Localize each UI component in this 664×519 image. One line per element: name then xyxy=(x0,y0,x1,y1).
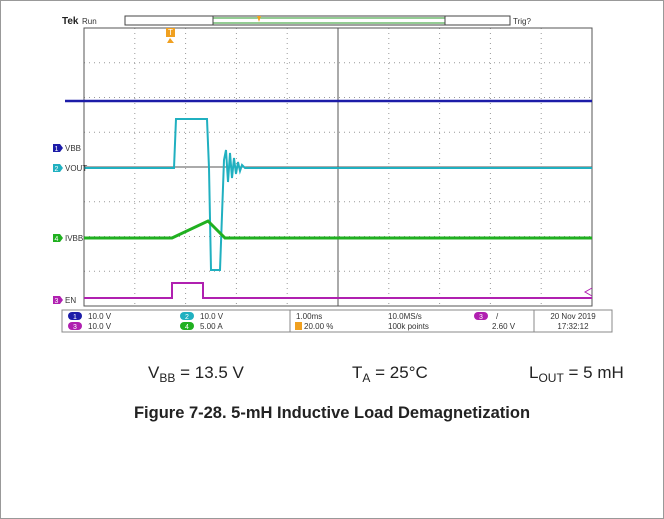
channel-label: IVBB xyxy=(65,234,83,243)
readout-number: 2 xyxy=(185,314,189,321)
channel-label: EN xyxy=(65,296,76,305)
timebase: 1.00ms xyxy=(296,312,322,321)
date: 20 Nov 2019 xyxy=(550,312,596,321)
readout-number: 4 xyxy=(185,324,189,331)
status: Run xyxy=(82,17,97,26)
readout-scale: 10.0 V xyxy=(200,312,224,321)
readout-number: 1 xyxy=(73,314,77,321)
value: = 5 mH xyxy=(564,363,624,382)
condition: LOUT = 5 mH xyxy=(529,363,624,385)
channel-label: VBB xyxy=(65,144,81,153)
channel-badge xyxy=(53,144,63,152)
channel-badge xyxy=(53,296,63,304)
channel-number: 1 xyxy=(55,146,59,153)
channel-number: 3 xyxy=(55,298,59,305)
channel-number: 2 xyxy=(55,166,59,173)
channel-badge xyxy=(53,164,63,172)
readout-panel xyxy=(61,309,613,333)
channel-badge xyxy=(53,234,63,242)
conditions: VBB = 13.5 V TA = 25°C LOUT = 5 mH xyxy=(148,363,624,385)
trigger-status: Trig? xyxy=(513,17,531,26)
value: = 25°C xyxy=(370,363,427,382)
channel-labels: 1 VBB 2 VOUT 4 IVBB 3 EN xyxy=(53,144,87,305)
readout-scale: 10.0 V xyxy=(88,312,112,321)
trace-ch3 xyxy=(84,282,592,299)
readout-scale: 5.00 A xyxy=(200,322,223,331)
trigger-slope: / xyxy=(496,312,499,321)
value: = 13.5 V xyxy=(175,363,244,382)
trigger-position: 20.00 % xyxy=(304,322,333,331)
readout-badge xyxy=(180,312,194,320)
sample-rate: 10.0MS/s xyxy=(388,312,422,321)
symbol: L xyxy=(529,363,538,382)
trace-ch2 xyxy=(84,118,592,271)
brand: Tek xyxy=(62,16,79,27)
readout-scale: 10.0 V xyxy=(88,322,112,331)
channel-label: VOUT xyxy=(65,164,87,173)
trigger-marker: T xyxy=(168,28,173,37)
readout-badge xyxy=(180,322,194,330)
subscript: OUT xyxy=(538,371,564,385)
record-length: 100k points xyxy=(388,322,429,331)
symbol: T xyxy=(352,363,362,382)
trigger-marker-box xyxy=(166,28,175,37)
condition: VBB = 13.5 V xyxy=(148,363,245,385)
readout-number: 3 xyxy=(73,324,77,331)
record-bar xyxy=(124,15,511,26)
trigsrc-badge xyxy=(474,312,488,320)
time: 17:32:12 xyxy=(557,322,589,331)
subscript: BB xyxy=(159,371,175,385)
readout-badge xyxy=(68,312,82,320)
channel-number: 4 xyxy=(55,236,59,243)
condition: TA = 25°C xyxy=(352,363,428,385)
trigger-level: 2.60 V xyxy=(492,322,516,331)
readouts: 1 10.0 V 2 10.0 V 3 10.0 V 4 5.00 A 1.00ms20.00 … xyxy=(68,312,596,331)
symbol: V xyxy=(148,363,160,382)
trace-ch4 xyxy=(84,219,592,240)
record-trigger xyxy=(257,16,261,22)
trigpos-badge xyxy=(295,322,302,330)
caption: Figure 7-28. 5-mH Inductive Load Demagne… xyxy=(134,404,530,422)
ch3-offscreen-marker xyxy=(583,287,593,297)
trigger-source: 3 xyxy=(479,314,483,321)
readout-badge xyxy=(68,322,82,330)
subscript: A xyxy=(362,371,370,385)
trigger-arrow xyxy=(167,38,174,43)
